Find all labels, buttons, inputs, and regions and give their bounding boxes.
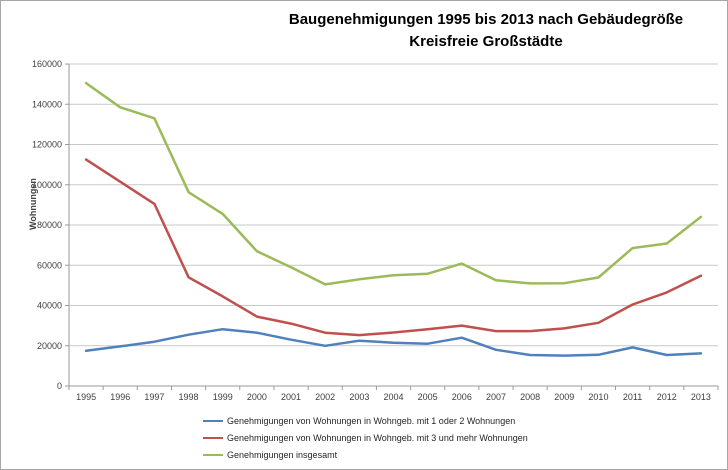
y-tick-label: 20000 [37,341,62,351]
legend-label: Genehmigungen insgesamt [227,449,338,460]
x-tick-label: 1995 [76,392,96,402]
x-tick-label: 1999 [213,392,233,402]
line-series-3 [84,81,703,286]
y-tick-label: 0 [57,381,62,391]
x-tick-label: 2012 [657,392,677,402]
y-tick-label: 120000 [32,140,62,150]
x-tick-label: 2008 [520,392,540,402]
y-tick-label: 140000 [32,99,62,109]
chart-title: Baugenehmigungen 1995 bis 2013 nach Gebä… [289,9,683,53]
x-tick-label: 2002 [315,392,335,402]
x-tick-label: 2009 [554,392,574,402]
x-tick-label: 2003 [349,392,369,402]
y-tick-label: 160000 [32,59,62,69]
x-tick-label: 2000 [247,392,267,402]
legend-line-marker [203,453,223,456]
legend-label: Genehmigungen von Wohnungen in Wohngeb. … [227,415,516,426]
legend-label: Genehmigungen von Wohnungen in Wohngeb. … [227,432,528,443]
y-tick-label: 40000 [37,301,62,311]
chart-title-line2: Kreisfreie Großstädte [409,33,563,50]
x-tick-label: 2004 [383,392,403,402]
legend-item: Genehmigungen insgesamt [203,446,528,463]
y-tick-label: 80000 [37,220,62,230]
line-series-2 [84,158,703,337]
legend: Genehmigungen von Wohnungen in Wohngeb. … [203,412,528,463]
legend-line-marker [203,436,223,439]
legend-line-marker [203,419,223,422]
x-tick-label: 1996 [110,392,130,402]
x-tick-label: 2010 [588,392,608,402]
legend-item: Genehmigungen von Wohnungen in Wohngeb. … [203,429,528,446]
y-tick-label: 60000 [37,260,62,270]
line-series-1 [84,327,703,357]
x-tick-label: 2011 [623,392,642,402]
x-tick-label: 1998 [179,392,199,402]
x-tick-label: 2007 [486,392,506,402]
y-tick-label: 100000 [32,180,62,190]
legend-item: Genehmigungen von Wohnungen in Wohngeb. … [203,412,528,429]
x-tick-label: 2005 [418,392,438,402]
x-tick-label: 2001 [281,392,301,402]
x-tick-label: 2013 [691,392,711,402]
chart-title-line1: Baugenehmigungen 1995 bis 2013 nach Gebä… [288,11,684,28]
x-tick-label: 1997 [144,392,164,402]
x-tick-label: 2006 [452,392,472,402]
